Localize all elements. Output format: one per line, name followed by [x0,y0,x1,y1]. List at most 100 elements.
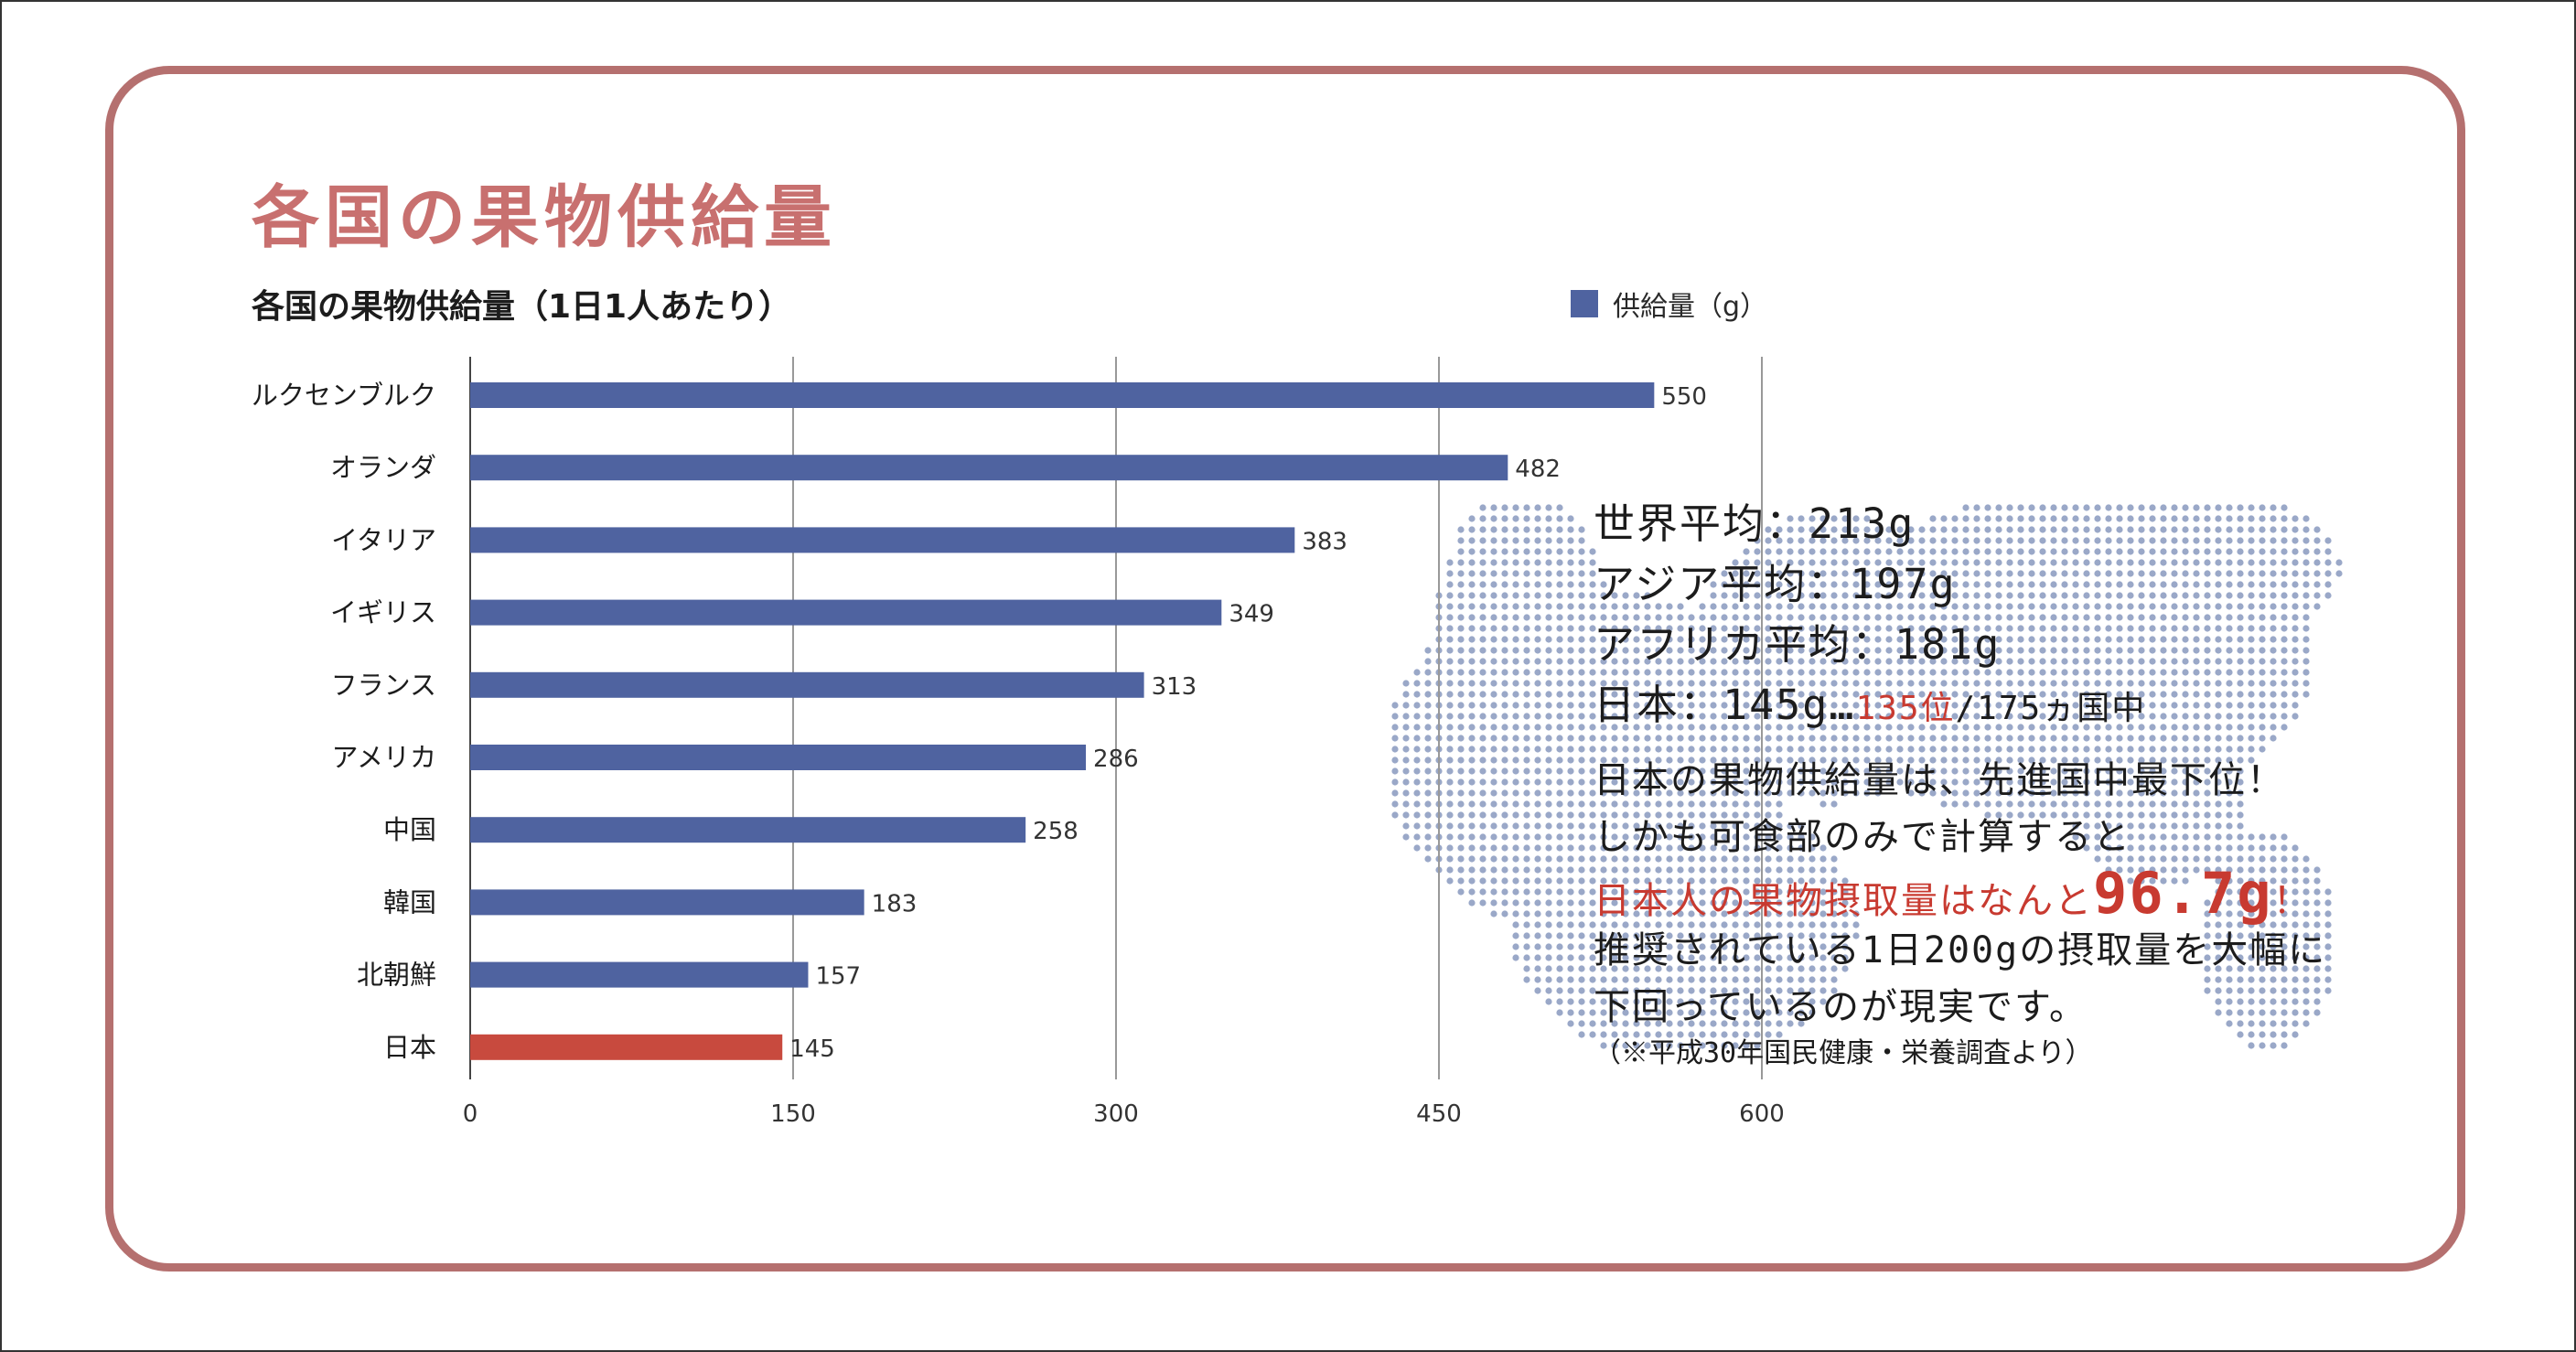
map-dot [2017,647,2024,654]
map-dot [1556,592,1563,599]
map-dot [2017,559,2024,566]
map-dot [1446,658,1454,665]
map-dot [1721,570,1728,577]
map-dot [1600,702,1607,709]
map-dot [2050,581,2057,588]
map-dot [2237,833,2244,841]
map-dot [2259,680,2266,687]
map-dot [1655,866,1662,874]
map-dot [1830,713,1838,720]
map-dot [1929,603,1937,610]
map-dot [1600,844,1607,852]
map-dot [2116,680,2123,687]
map-dot [1611,746,1618,753]
map-dot [1830,965,1838,972]
map-dot [1479,713,1487,720]
map-dot [1841,932,1849,939]
map-dot [1798,965,1805,972]
map-dot [1754,811,1761,819]
map-dot [1765,537,1772,544]
map-dot [1951,537,1959,544]
map-dot [2028,647,2035,654]
map-dot [1556,877,1563,885]
map-dot [1622,910,1629,917]
map-dot [2039,570,2046,577]
map-dot [2281,877,2288,885]
map-dot [2270,504,2277,511]
map-dot [1512,614,1519,621]
map-dot [2226,636,2233,643]
map-dot [1852,592,1860,599]
map-dot [2039,702,2046,709]
map-dot [2039,669,2046,676]
map-dot [1512,658,1519,665]
map-dot [1622,647,1629,654]
map-dot [2061,680,2068,687]
map-dot [1424,778,1432,786]
map-dot [1699,899,1706,907]
map-dot [1611,625,1618,632]
map-dot [1446,647,1454,654]
map-dot [1545,680,1552,687]
map-dot [1896,735,1904,742]
map-dot [1567,713,1574,720]
map-dot [1841,526,1849,533]
map-dot [1688,811,1695,819]
map-dot [2105,658,2112,665]
map-dot [1468,570,1476,577]
map-dot [2292,515,2299,522]
map-dot [2149,559,2156,566]
map-dot [1578,680,1585,687]
map-dot [1611,735,1618,742]
map-dot [2072,702,2079,709]
chart-title: 各国の果物供給量（1日1人あたり） [252,288,792,326]
map-dot [1655,647,1662,654]
map-dot [1743,899,1750,907]
map-dot [2149,647,2156,654]
map-dot [2171,713,2178,720]
map-dot [1512,515,1519,522]
map-dot [2281,899,2288,907]
map-dot [1830,614,1838,621]
map-dot [1688,746,1695,753]
map-dot [1754,658,1761,665]
map-dot [1721,756,1728,764]
map-dot [1852,559,1860,566]
map-dot [1413,822,1421,830]
map-dot [1732,789,1739,797]
map-dot [1710,844,1717,852]
map-dot [1973,735,1980,742]
map-dot [1490,636,1497,643]
map-dot [1611,691,1618,698]
map-dot [1655,789,1662,797]
map-dot [2083,625,2090,632]
map-dot [1995,767,2002,775]
note-line-3-text: 日本人の果物摂取量はなんと [1594,880,2093,922]
map-dot [2215,548,2222,555]
map-dot [2226,855,2233,863]
map-dot [1578,855,1585,863]
map-dot [2006,691,2013,698]
map-dot [1787,899,1794,907]
map-dot [1984,691,1991,698]
map-dot [2248,581,2255,588]
map-dot [1896,691,1904,698]
map-dot [1523,811,1530,819]
map-dot [1798,746,1805,753]
map-dot [2292,855,2299,863]
map-dot [1666,910,1673,917]
map-dot [1655,899,1662,907]
map-dot [2270,658,2277,665]
world-map-dots [1391,504,2343,1049]
map-dot [1721,965,1728,972]
map-dot [2302,647,2310,654]
map-dot [1600,636,1607,643]
map-dot [2006,767,2013,775]
map-dot [1918,526,1926,533]
map-dot [2006,515,2013,522]
map-dot [1523,526,1530,533]
map-dot [2149,756,2156,764]
map-dot [1830,932,1838,939]
map-dot [1743,822,1750,830]
map-dot [1512,822,1519,830]
